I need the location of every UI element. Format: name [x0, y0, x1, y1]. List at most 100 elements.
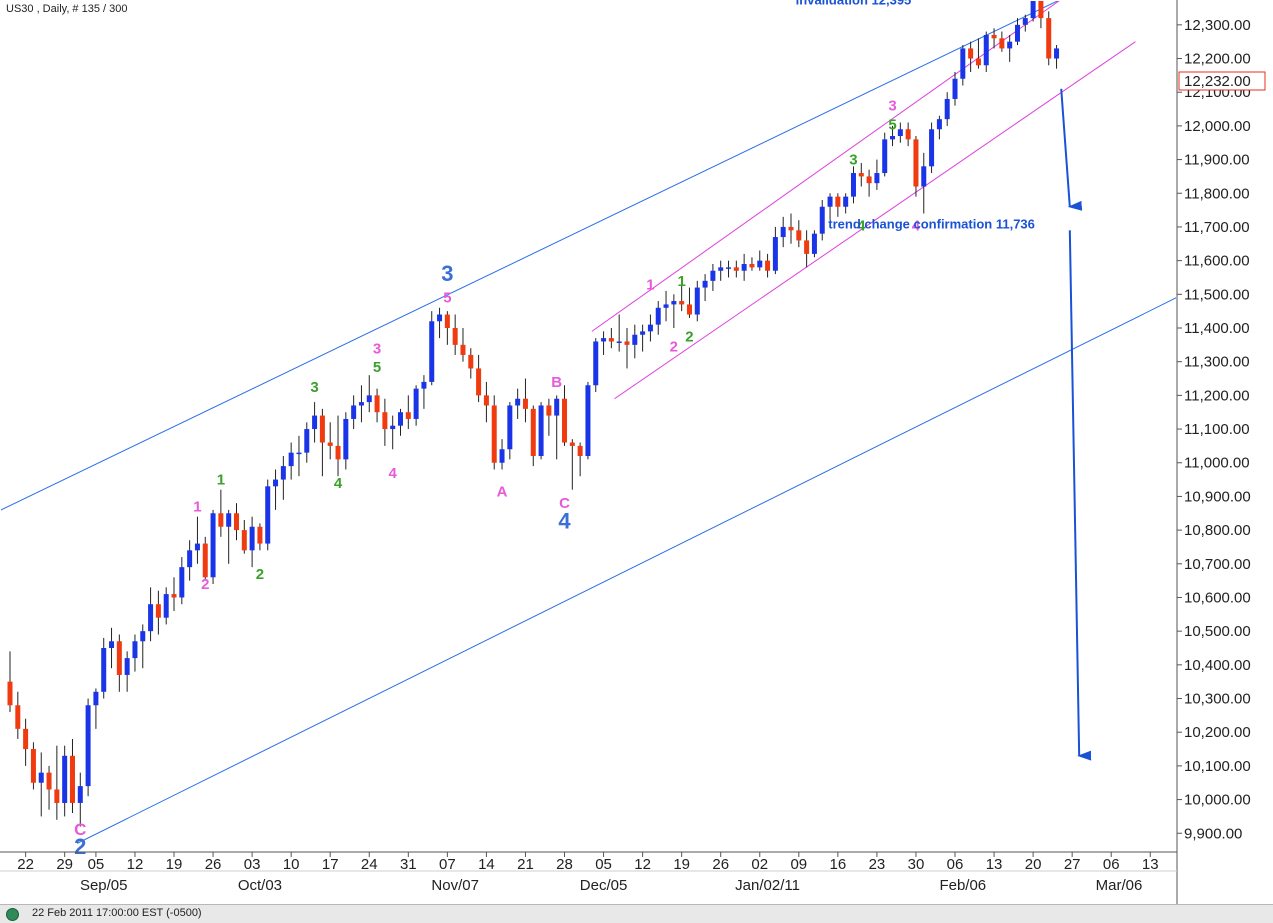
candle — [827, 193, 833, 221]
candle-body-down — [546, 405, 552, 416]
candle-body-down — [866, 176, 872, 184]
candle-body-down — [1046, 18, 1052, 59]
candle-body-up — [640, 331, 646, 335]
candle — [23, 718, 29, 766]
candle-body-up — [413, 388, 419, 419]
price-tick-label: 11,800.00 — [1184, 185, 1250, 202]
candle-body-up — [718, 267, 724, 271]
candle — [233, 503, 239, 541]
candle — [772, 226, 778, 275]
candle — [897, 122, 903, 143]
candle — [866, 169, 872, 197]
candle — [374, 388, 380, 423]
candle — [968, 41, 974, 72]
price-tick-label: 11,900.00 — [1184, 152, 1250, 169]
candle — [913, 136, 919, 197]
candle-body-up — [1022, 18, 1028, 25]
time-tick-label: 27 — [1064, 856, 1081, 873]
wave-label: 1 — [193, 499, 201, 516]
candle-body-down — [991, 34, 997, 39]
candle-body-up — [273, 479, 279, 487]
candle — [101, 637, 107, 699]
wave-label: 4 — [912, 217, 921, 234]
candle-body-up — [647, 324, 653, 332]
candle-body-down — [975, 58, 981, 66]
candle-body-up — [757, 260, 763, 268]
candle — [975, 38, 981, 69]
candle-body-down — [382, 412, 388, 430]
time-tick-label: 10 — [283, 856, 300, 873]
candle-body-up — [780, 226, 786, 238]
candle-body-up — [288, 452, 294, 467]
candle — [804, 230, 810, 268]
candle — [647, 314, 653, 342]
candle-body-up — [226, 513, 232, 527]
candle — [733, 260, 739, 278]
candle — [569, 439, 575, 490]
candle — [694, 280, 700, 322]
wave-label: 1 — [217, 472, 225, 489]
candle — [116, 634, 122, 692]
candle-body-down — [968, 48, 974, 59]
channel-line-inner-lower — [614, 41, 1136, 400]
month-label: Oct/03 — [238, 877, 282, 894]
time-tick-label: 13 — [986, 856, 1003, 873]
candle-body-up — [819, 206, 825, 234]
time-tick-label: 20 — [1025, 856, 1042, 873]
candle — [530, 405, 536, 467]
candle — [265, 479, 271, 551]
wave-labels: C212123435435ABC411223435455C — [74, 98, 921, 859]
candle — [54, 745, 60, 820]
candle-body-up — [726, 267, 732, 269]
connection-status-icon — [6, 908, 19, 921]
candle — [476, 354, 482, 403]
wave-label: 4 — [334, 475, 343, 492]
candle-body-down — [257, 526, 263, 544]
time-tick-label: 12 — [634, 856, 651, 873]
candle-body-down — [858, 173, 864, 177]
candle — [640, 324, 646, 352]
candle-body-down — [577, 445, 583, 456]
time-tick-label: 28 — [556, 856, 573, 873]
candle-body-down — [233, 513, 239, 531]
candle-body-down — [733, 267, 739, 271]
candle-body-down — [241, 530, 247, 551]
candle — [366, 375, 372, 413]
candle-body-down — [796, 230, 802, 241]
candle-body-up — [983, 34, 989, 66]
price-tick-label: 11,000.00 — [1184, 455, 1250, 472]
candle-body-down — [624, 341, 630, 345]
candle — [616, 314, 622, 352]
wave-label: 2 — [74, 834, 86, 859]
wave-label: 3 — [310, 379, 318, 396]
time-tick-label: 19 — [166, 856, 183, 873]
price-tick-label: 9,900.00 — [1184, 825, 1242, 842]
candle — [69, 738, 75, 814]
candle-body-down — [476, 368, 482, 396]
wave-label: 5 — [888, 116, 896, 133]
time-tick-label: 29 — [56, 856, 73, 873]
candle — [585, 381, 591, 460]
time-tick-label: 16 — [830, 856, 847, 873]
candle-body-up — [179, 567, 185, 598]
price-tick-label: 11,600.00 — [1184, 253, 1250, 270]
candle-body-up — [85, 705, 91, 787]
wave-label: 2 — [670, 339, 678, 356]
candle — [726, 260, 732, 278]
wave-label: B — [551, 374, 562, 391]
time-tick-label: 06 — [1103, 856, 1120, 873]
candle-body-down — [460, 344, 466, 355]
candle-body-up — [593, 341, 599, 386]
candle — [593, 338, 599, 392]
annotation-text: trend change confirmation 11,736 — [828, 217, 1035, 232]
candle-body-up — [874, 173, 880, 184]
candle — [335, 415, 341, 477]
candle — [749, 257, 755, 271]
wave-label: 4 — [558, 508, 571, 533]
candle — [1046, 11, 1052, 66]
candle-body-down — [46, 772, 52, 790]
candle-body-up — [811, 233, 817, 254]
trend-channels — [1, 1, 1176, 844]
candle-body-up — [343, 418, 349, 460]
candle — [437, 307, 443, 339]
